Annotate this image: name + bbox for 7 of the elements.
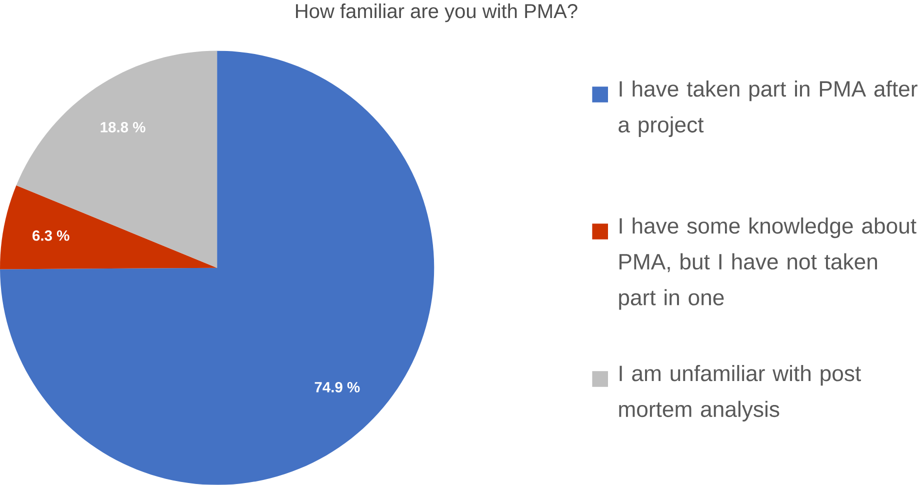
chart-title: How familiar are you with PMA?	[296, 4, 578, 22]
legend-label: I have taken part in PMA after a project	[618, 80, 918, 137]
data-label: 6.3 %	[32, 230, 70, 241]
legend-label: I have some knowledge about PMA, but I have not taken part in one	[619, 218, 916, 310]
data-label: 18.8 %	[100, 122, 146, 132]
legend-label: I am unfamiliar with post mortem analysis	[619, 365, 861, 422]
data-label: 74.9 %	[314, 382, 360, 392]
